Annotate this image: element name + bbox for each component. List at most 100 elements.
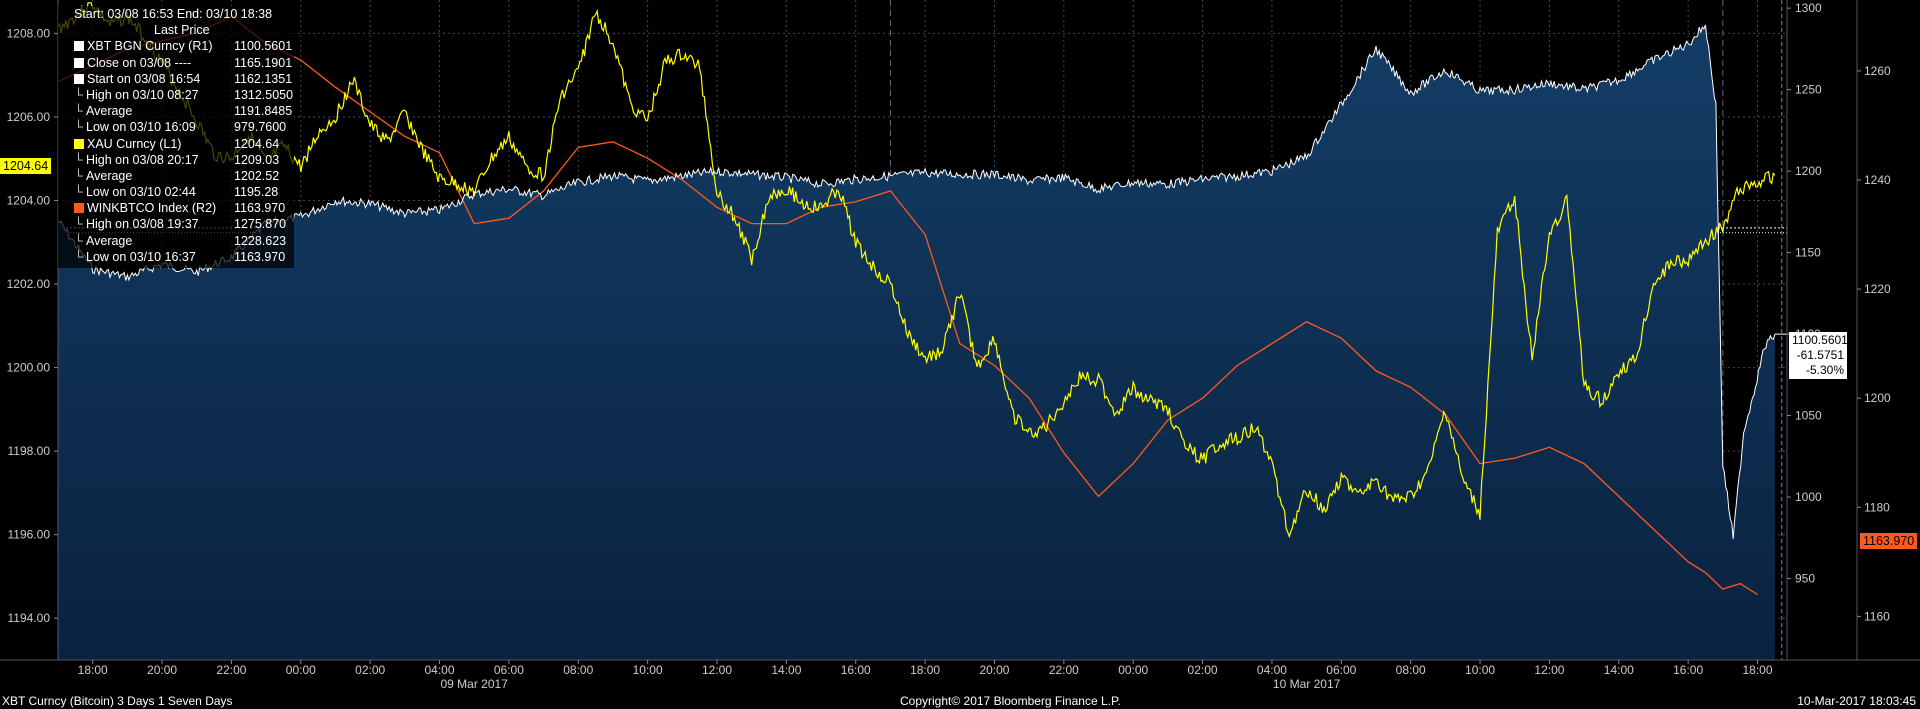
legend-row-label: └ High on 03/10 08:27 [74, 87, 199, 103]
legend-tree-icon: └ [74, 87, 83, 102]
legend-row: Close on 03/08 ---- 1165.1901 [58, 55, 294, 71]
right2-tick-label: 1260 [1864, 64, 1891, 78]
x-tick-label: 10:00 [1465, 663, 1495, 677]
legend-row-label: └ Low on 03/10 16:09 [74, 119, 196, 135]
legend-row-text: Start on 03/08 16:54 [87, 71, 201, 86]
legend-row-text: Average [86, 104, 133, 119]
right1-tick-label: 1000 [1795, 490, 1822, 504]
legend-range: Start: 03/08 16:53 End: 03/10 18:38 [74, 7, 273, 21]
x-tick-label: 08:00 [1396, 663, 1426, 677]
left-tick-label: 1208.00 [7, 26, 51, 40]
date-label: 09 Mar 2017 [441, 677, 509, 691]
x-tick-label: 04:00 [425, 663, 455, 677]
legend-row-value: 1209.03 [234, 152, 280, 167]
right1-tick-label: 1200 [1795, 164, 1822, 178]
x-tick-label: 20:00 [979, 663, 1009, 677]
legend-tree-icon: └ [74, 120, 83, 135]
legend-row: └ Low on 03/10 16:09 979.7600 [58, 119, 294, 135]
legend-row: └ Average 1191.8485 [58, 103, 294, 119]
legend-row: └ Average 1228.623 [58, 233, 294, 249]
legend-row: Start on 03/08 16:54 1162.1351 [58, 71, 294, 87]
x-tick-label: 00:00 [286, 663, 316, 677]
legend-tree-icon: └ [74, 104, 83, 119]
legend-swatch [74, 203, 84, 214]
right1-tick-label: 1300 [1795, 1, 1822, 15]
legend-tree-icon: └ [74, 249, 83, 264]
legend-row-text: Low on 03/10 16:09 [86, 120, 196, 135]
legend-row-label: └ Average [74, 103, 132, 119]
legend-row-value: 1100.5601 [234, 39, 293, 54]
legend-row-value: 1195.28 [234, 185, 279, 200]
xbt-area-fill [58, 24, 1775, 660]
right2-tick-label: 1200 [1864, 391, 1891, 405]
legend-row-label: XBT BGN Curncy (R1) [74, 38, 213, 54]
left-tick-label: 1198.00 [8, 444, 51, 458]
legend-swatch [74, 73, 84, 84]
legend-row-text: XBT BGN Curncy (R1) [87, 39, 213, 54]
legend-row-label: └ Average [74, 233, 132, 249]
legend-row: └ Average 1202.52 [58, 168, 294, 184]
legend-tree-icon: └ [74, 152, 83, 167]
legend-tree-icon: └ [74, 168, 83, 183]
legend-row-text: High on 03/08 20:17 [86, 152, 199, 167]
right2-tick-label: 1180 [1864, 500, 1890, 514]
legend-row-value: 1163.970 [234, 201, 286, 216]
legend-row-value: 1228.623 [234, 233, 287, 248]
footer-title: XBT Curncy (Bitcoin) 3 Days 1 Seven Days [2, 694, 233, 708]
legend-swatch [74, 57, 84, 68]
xbt-last-box: 1100.5601 -61.5751 -5.30% [1789, 332, 1848, 379]
x-tick-label: 10:00 [633, 663, 663, 677]
left-tick-label: 1204.00 [7, 194, 51, 208]
left-tick-label: 1202.00 [7, 277, 51, 291]
legend-row-text: Close on 03/08 ---- [87, 55, 192, 70]
legend-row: └ High on 03/08 19:37 1275.870 [58, 216, 294, 232]
right1-tick-label: 950 [1795, 572, 1815, 586]
legend-row-label: Close on 03/08 ---- [74, 55, 191, 71]
x-tick-label: 08:00 [563, 663, 593, 677]
x-tick-label: 20:00 [147, 663, 177, 677]
x-tick-label: 14:00 [1604, 663, 1634, 677]
legend-row-label: └ Low on 03/10 02:44 [74, 184, 196, 200]
x-tick-label: 14:00 [771, 663, 801, 677]
right2-tick-label: 1240 [1864, 173, 1891, 187]
legend-row: XAU Curncy (L1) 1204.64 [58, 136, 294, 152]
legend-row-text: Average [86, 233, 133, 248]
xbt-change-value: -61.5751 [1796, 348, 1844, 362]
x-tick-label: 18:00 [1743, 663, 1773, 677]
footer-timestamp: 10-Mar-2017 18:03:45 [1797, 694, 1916, 708]
legend-tree-icon: └ [74, 217, 83, 232]
legend-swatch [74, 41, 84, 52]
legend-row-label: WINKBTCO Index (R2) [74, 200, 216, 216]
legend-row: WINKBTCO Index (R2) 1163.970 [58, 200, 294, 216]
legend-row-value: 979.7600 [234, 120, 287, 135]
legend-row-label: └ Average [74, 168, 132, 184]
legend-row: └ High on 03/08 20:17 1209.03 [58, 152, 294, 168]
legend-row-value: 1191.8485 [234, 104, 293, 119]
date-label: 10 Mar 2017 [1273, 677, 1341, 691]
right1-tick-label: 1150 [1795, 246, 1821, 260]
legend-row-text: Low on 03/10 16:37 [86, 249, 196, 264]
legend-header: Last Price [154, 23, 210, 38]
x-tick-label: 16:00 [1673, 663, 1703, 677]
xbt-last-value: 1100.5601 [1792, 333, 1848, 347]
wink-series-line [57, 15, 1758, 596]
x-tick-label: 18:00 [910, 663, 940, 677]
legend-panel: Start: 03/08 16:53 End: 03/10 18:38 Last… [58, 6, 294, 268]
x-tick-label: 18:00 [78, 663, 108, 677]
legend-row-label: Start on 03/08 16:54 [74, 71, 200, 87]
legend-tree-icon: └ [74, 185, 83, 200]
legend-row-value: 1204.64 [234, 136, 280, 151]
x-tick-label: 22:00 [216, 663, 246, 677]
xbt-series-line [57, 24, 1776, 540]
x-tick-label: 22:00 [1049, 663, 1079, 677]
legend-row-value: 1162.1351 [234, 71, 293, 86]
right1-tick-label: 1050 [1795, 409, 1822, 423]
x-tick-label: 12:00 [1534, 663, 1564, 677]
legend-row-text: High on 03/08 19:37 [86, 217, 199, 232]
left-tick-label: 1194.00 [8, 611, 51, 625]
xbt-pct-value: -5.30% [1805, 363, 1844, 377]
right2-tick-label: 1220 [1864, 282, 1891, 296]
legend-row-text: High on 03/10 08:27 [86, 87, 199, 102]
x-tick-label: 02:00 [1188, 663, 1218, 677]
footer-bar: XBT Curncy (Bitcoin) 3 Days 1 Seven Days… [0, 691, 1920, 709]
